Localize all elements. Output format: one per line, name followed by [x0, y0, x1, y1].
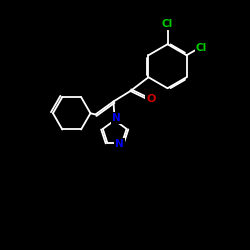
Text: Cl: Cl: [162, 19, 173, 29]
Text: N: N: [112, 113, 121, 123]
Text: O: O: [146, 94, 156, 104]
Text: Cl: Cl: [196, 43, 207, 53]
Text: N: N: [115, 139, 124, 149]
